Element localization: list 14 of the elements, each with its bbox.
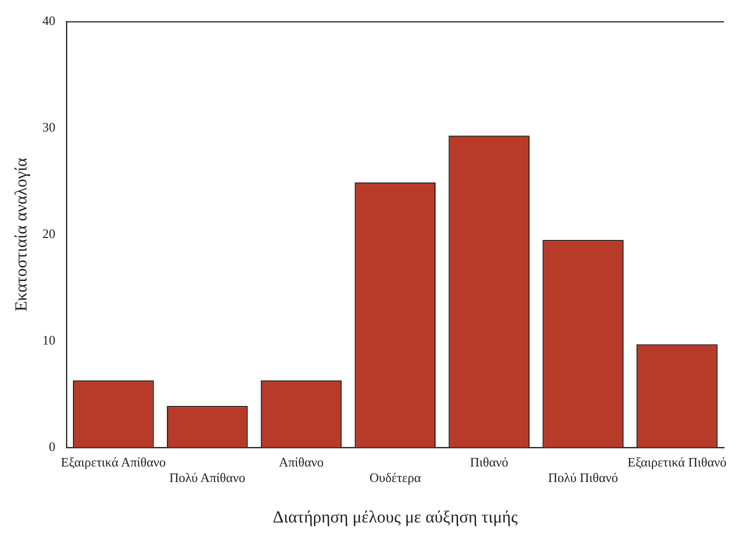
x-tick-label: Απίθανο xyxy=(278,454,324,470)
x-tick-label: Πολύ Πιθανό xyxy=(548,470,618,486)
y-tick-label: 10 xyxy=(42,332,56,348)
x-tick-label: Εξαιρετικά Απίθανο xyxy=(60,454,166,470)
y-tick-label: 40 xyxy=(42,13,56,28)
x-tick-label: Πολύ Απίθανο xyxy=(169,470,246,486)
x-tick-label: Πιθανό xyxy=(470,454,508,470)
y-tick-label: 0 xyxy=(48,438,56,454)
y-tick-label: 30 xyxy=(42,120,56,135)
y-tick-label: 20 xyxy=(42,226,56,242)
x-tick-label: Εξαιρετικά Πιθανό xyxy=(628,454,727,470)
y-axis-title: Εκατοστιαία αναλογία xyxy=(12,158,31,312)
x-axis-title: Διατήρηση μέλους με αύξηση τιμής xyxy=(272,507,518,526)
x-tick-label: Ουδέτερα xyxy=(370,470,422,486)
